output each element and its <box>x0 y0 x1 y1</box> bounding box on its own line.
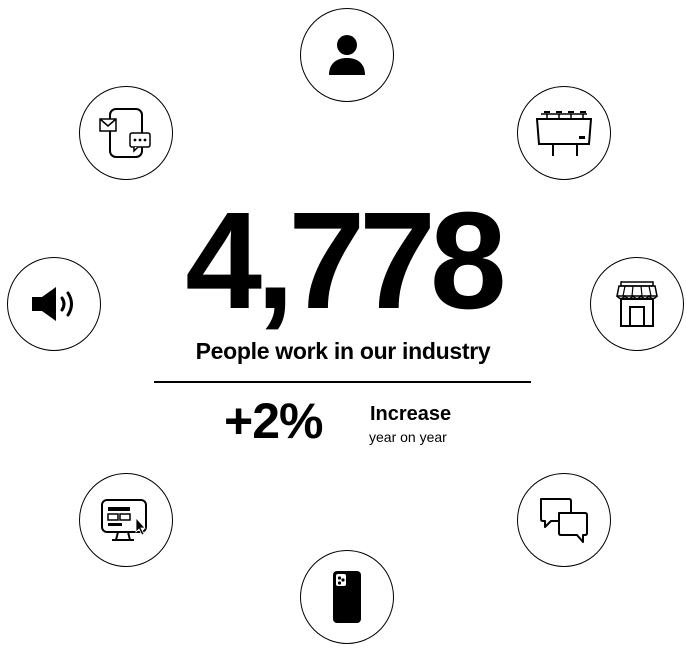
store-icon <box>616 281 658 327</box>
change-label: Increase <box>370 403 452 425</box>
billboard-circle <box>517 86 611 180</box>
display-ad-circle <box>79 473 173 567</box>
stat-label: People work in our industry <box>195 338 491 364</box>
divider <box>154 381 531 383</box>
store-circle <box>590 257 684 351</box>
smartphone-icon <box>333 571 361 623</box>
messages-icon <box>99 108 151 158</box>
smartphone-circle <box>300 550 394 644</box>
chat-icon <box>540 498 588 543</box>
messages-circle <box>79 86 173 180</box>
chat-circle <box>517 473 611 567</box>
display-ad-icon <box>101 499 147 541</box>
speaker-circle <box>7 257 101 351</box>
person-circle <box>300 8 394 102</box>
change-value: +2% <box>224 393 323 449</box>
change-sublabel: year on year <box>369 429 447 445</box>
billboard-icon <box>535 111 593 156</box>
stat-value: 4,778 <box>185 184 506 338</box>
speaker-icon <box>32 287 73 321</box>
person-icon <box>329 35 365 75</box>
